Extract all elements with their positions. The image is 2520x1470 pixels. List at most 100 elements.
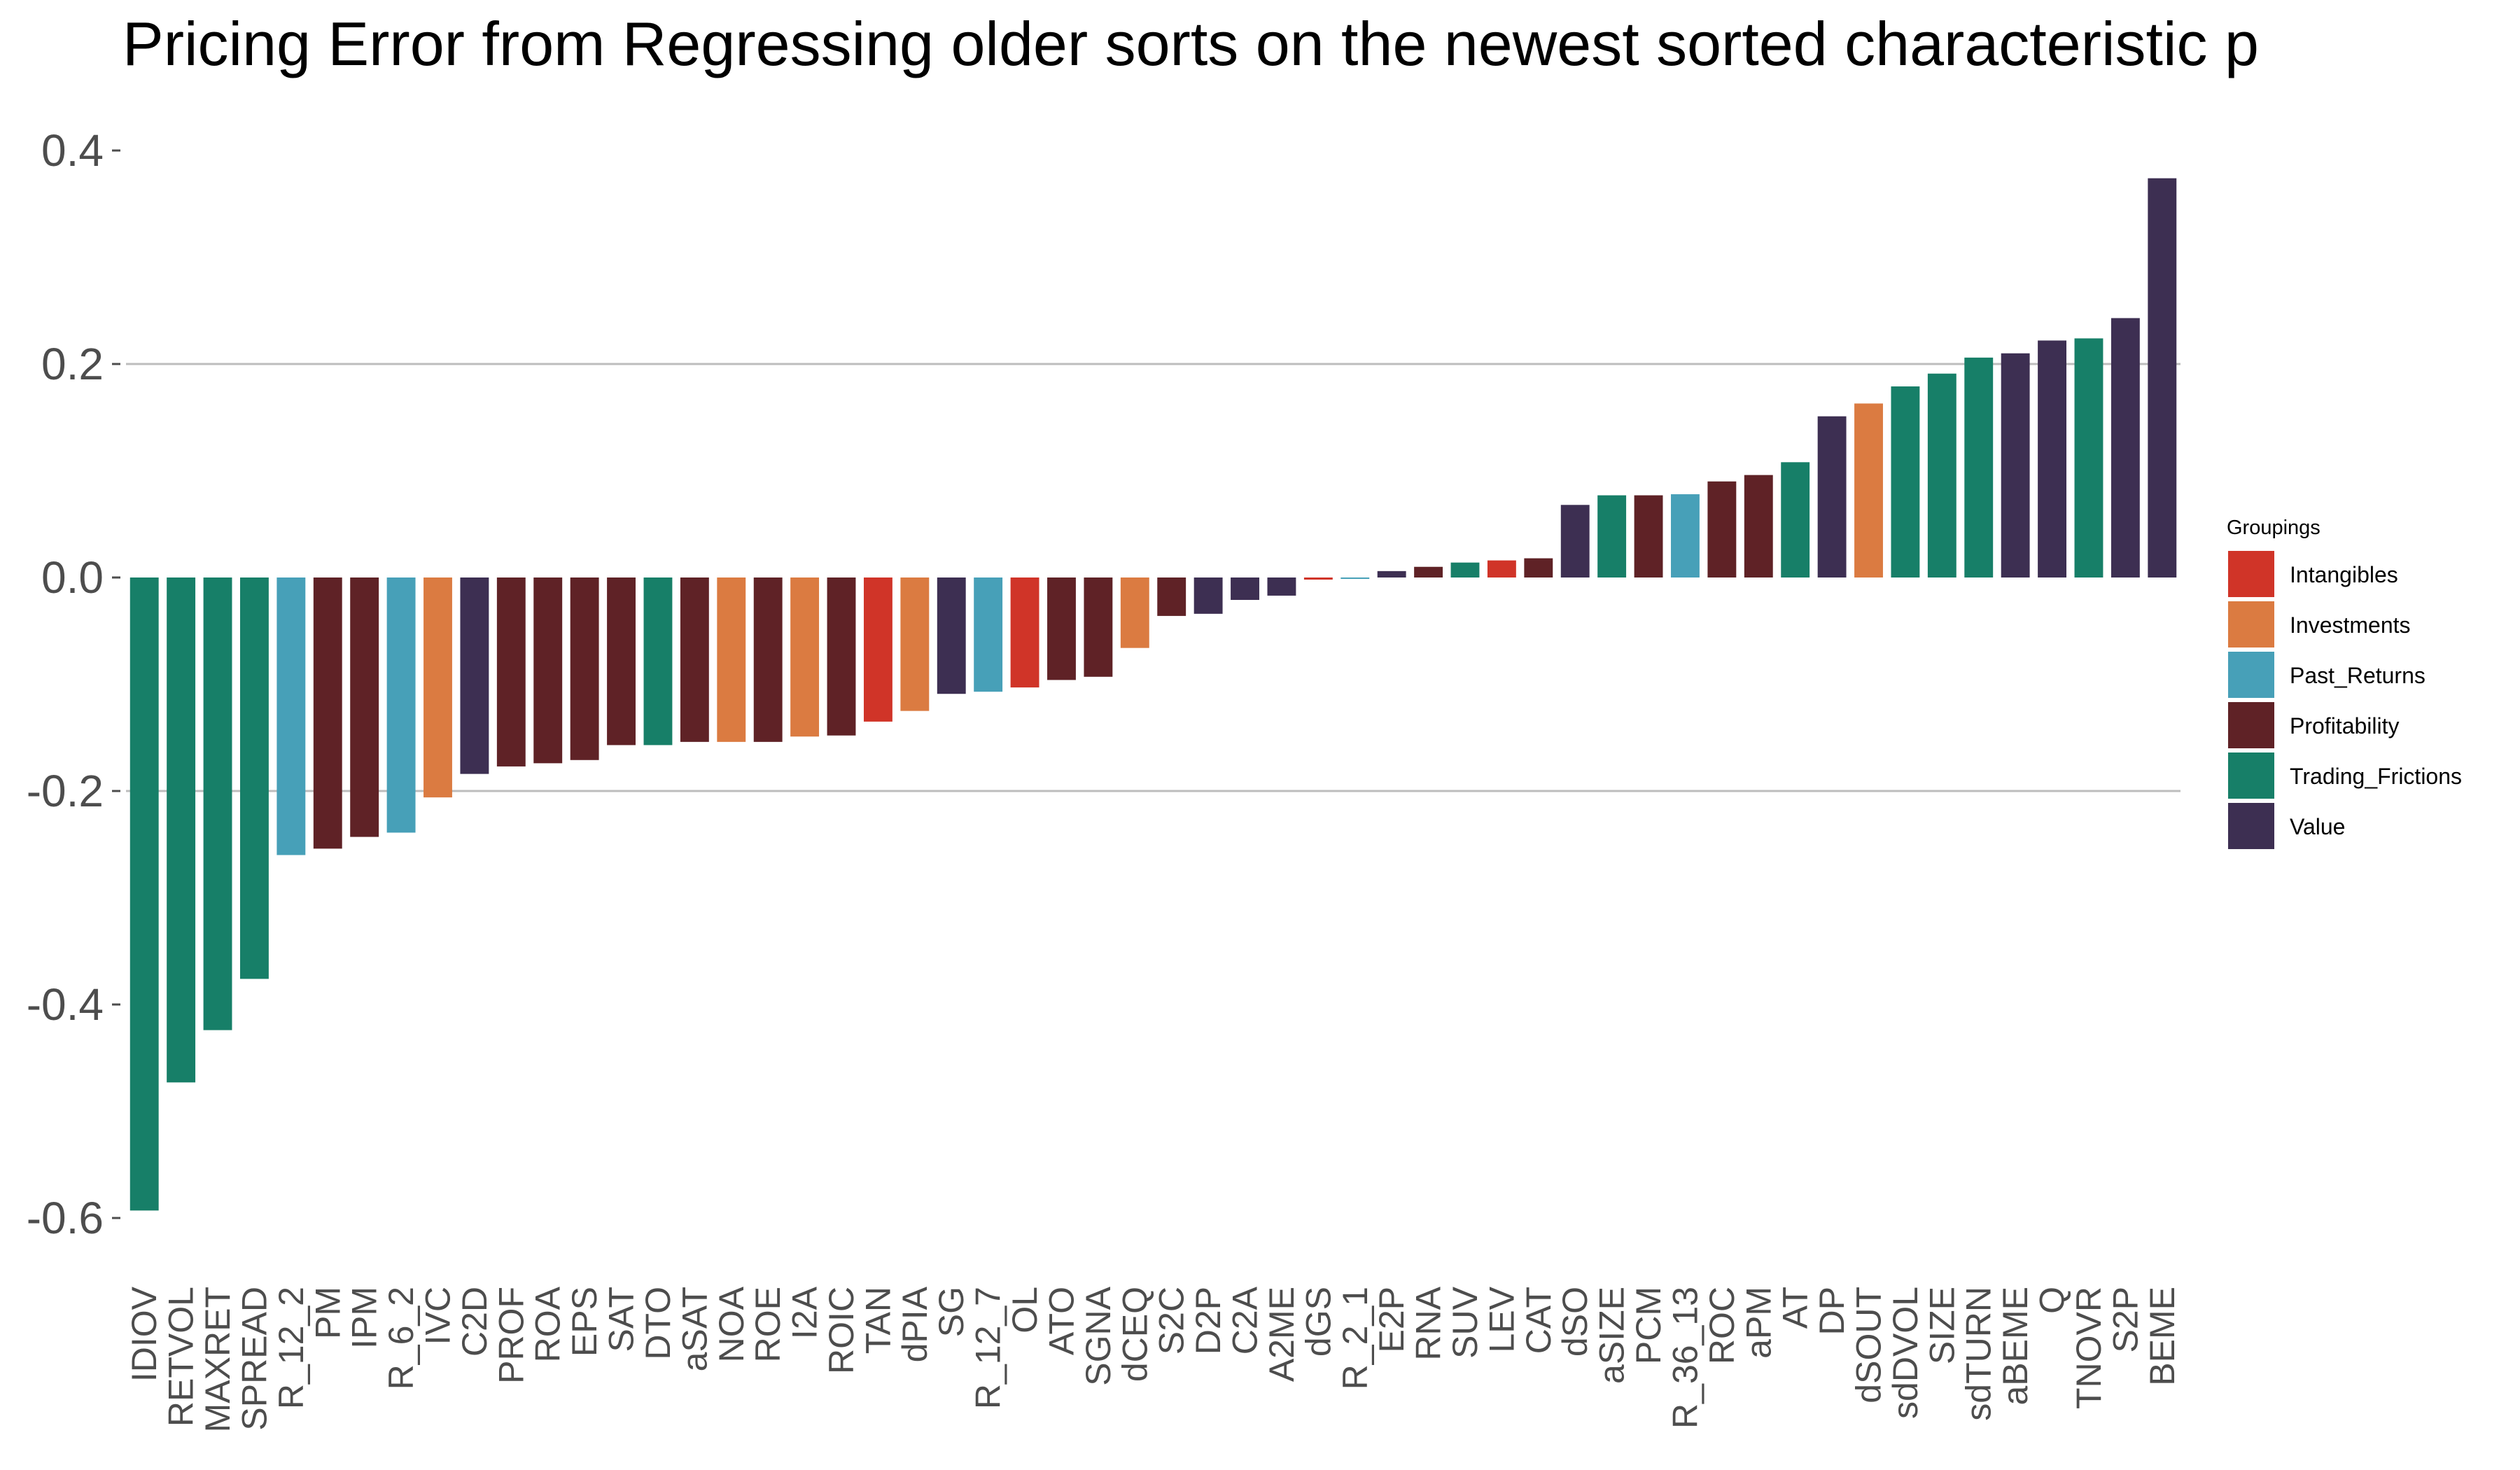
x-tick-label: R_12_7 (969, 1287, 1008, 1409)
bar-BEME (2148, 178, 2177, 578)
x-tick-label: sdTURN (1959, 1287, 1998, 1421)
x-tick-label: aSIZE (1592, 1287, 1632, 1384)
x-tick-label: SG (932, 1287, 971, 1337)
x-tick-label: dSO (1555, 1287, 1595, 1357)
legend-swatch (2228, 803, 2274, 849)
bar-dCEQ (1120, 578, 1149, 648)
x-tick-label: ROC (1702, 1287, 1742, 1364)
x-tick-label: SUV (1446, 1286, 1485, 1358)
bar-RETVOL (167, 578, 196, 1083)
x-tick-label: C2D (455, 1287, 494, 1357)
x-tick-label: aSAT (675, 1287, 714, 1371)
bar-IPM (350, 578, 379, 837)
bar-S2P (2110, 318, 2140, 578)
bar-AT (1781, 462, 1810, 578)
x-axis: IDIOVRETVOLMAXRETSPREADR_12_2PMIPMR_6_2I… (125, 1286, 2182, 1432)
x-tick-label: TAN (858, 1287, 897, 1354)
bar-R_6_2 (386, 578, 416, 833)
x-tick-label: SGNA (1079, 1286, 1118, 1385)
bar-TAN (863, 578, 892, 722)
x-tick-label: LEV (1482, 1286, 1521, 1352)
x-tick-label: ATO (1042, 1287, 1081, 1355)
x-tick-label: OL (1005, 1287, 1044, 1334)
x-tick-label: BEME (2143, 1287, 2182, 1386)
x-tick-label: PCM (1629, 1287, 1668, 1364)
bar-SPREAD (239, 578, 269, 979)
x-tick-label: aPM (1739, 1287, 1778, 1359)
bar-EPS (570, 578, 599, 760)
bar-dPIA (900, 578, 930, 711)
x-tick-label: S2C (1152, 1287, 1191, 1354)
x-tick-label: SPREAD (234, 1287, 274, 1431)
bar-PCM (1634, 495, 1663, 578)
bar-C2A (1231, 578, 1259, 601)
x-tick-label: RETVOL (162, 1287, 201, 1427)
bar-aSAT (680, 578, 709, 742)
bar-SAT (607, 578, 636, 746)
bar-ATO (1047, 578, 1076, 680)
y-tick-label: 0.0 (41, 552, 104, 603)
x-tick-label: ROIC (822, 1287, 861, 1374)
x-tick-label: IPM (345, 1287, 384, 1349)
bar-dSOUT (1854, 403, 1883, 578)
y-tick-label: -0.4 (27, 979, 104, 1030)
x-tick-label: TNOVR (2069, 1287, 2108, 1409)
bar-NOA (717, 578, 746, 742)
x-tick-label: RNA (1409, 1286, 1448, 1360)
bar-C2D (460, 578, 489, 774)
bars (130, 178, 2177, 1211)
bar-A2ME (1267, 578, 1296, 596)
gridlines (126, 363, 2180, 792)
bar-D2P (1194, 578, 1223, 614)
bar-ROE (753, 578, 783, 742)
legend-swatch (2228, 752, 2274, 799)
bar-TNOVR (2074, 338, 2104, 578)
bar-sdTURN (1964, 357, 1994, 578)
legend-swatch (2228, 601, 2274, 648)
y-tick-label: -0.6 (27, 1193, 104, 1243)
bar-R_2_1 (1340, 578, 1370, 579)
bar-dGS (1303, 578, 1333, 580)
legend: Groupings Intangibles Investments Past_Ret… (2227, 517, 2462, 849)
legend-label: Intangibles (2290, 562, 2398, 587)
bar-SGNA (1084, 578, 1113, 677)
x-tick-label: IDIOV (125, 1286, 164, 1382)
legend-label: Profitability (2290, 713, 2400, 738)
legend-label: Investments (2290, 612, 2411, 638)
bar-ROA (533, 578, 563, 764)
x-tick-label: aBEME (1996, 1287, 2035, 1406)
bar-IVC (424, 578, 452, 798)
x-tick-label: dGS (1298, 1287, 1338, 1357)
x-tick-label: NOA (712, 1286, 751, 1362)
x-tick-label: S2P (2106, 1287, 2145, 1353)
bar-DTO (643, 578, 673, 746)
bar-SUV (1450, 562, 1480, 578)
x-tick-label: dSOUT (1849, 1287, 1889, 1404)
bar-R_12_2 (276, 578, 306, 855)
x-tick-label: DTO (638, 1287, 678, 1360)
bar-DP (1817, 416, 1847, 578)
x-tick-label: D2P (1189, 1287, 1228, 1354)
x-tick-label: AT (1776, 1287, 1815, 1329)
x-tick-label: R_36_13 (1665, 1287, 1704, 1429)
x-tick-label: ROE (748, 1287, 788, 1362)
chart-title: Pricing Error from Regressing older sort… (122, 9, 2259, 78)
y-tick-label: 0.2 (41, 339, 104, 389)
bar-PROF (496, 578, 526, 766)
bar-IDIOV (130, 578, 159, 1211)
legend-label: Value (2290, 814, 2345, 839)
bar-SIZE (1927, 373, 1956, 578)
x-tick-label: dCEQ (1115, 1287, 1154, 1382)
bar-LEV (1487, 560, 1516, 578)
bar-I2A (790, 578, 820, 737)
x-tick-label: dPIA (895, 1286, 934, 1362)
x-tick-label: SAT (602, 1287, 641, 1352)
bar-MAXRET (203, 578, 232, 1030)
x-tick-label: CAT (1519, 1287, 1558, 1354)
bar-Q (2038, 340, 2067, 578)
legend-swatch (2228, 702, 2274, 748)
bar-dSO (1560, 505, 1590, 578)
x-tick-label: sdDVOL (1886, 1287, 1925, 1419)
bar-E2P (1377, 570, 1406, 578)
x-tick-label: C2A (1226, 1286, 1265, 1354)
